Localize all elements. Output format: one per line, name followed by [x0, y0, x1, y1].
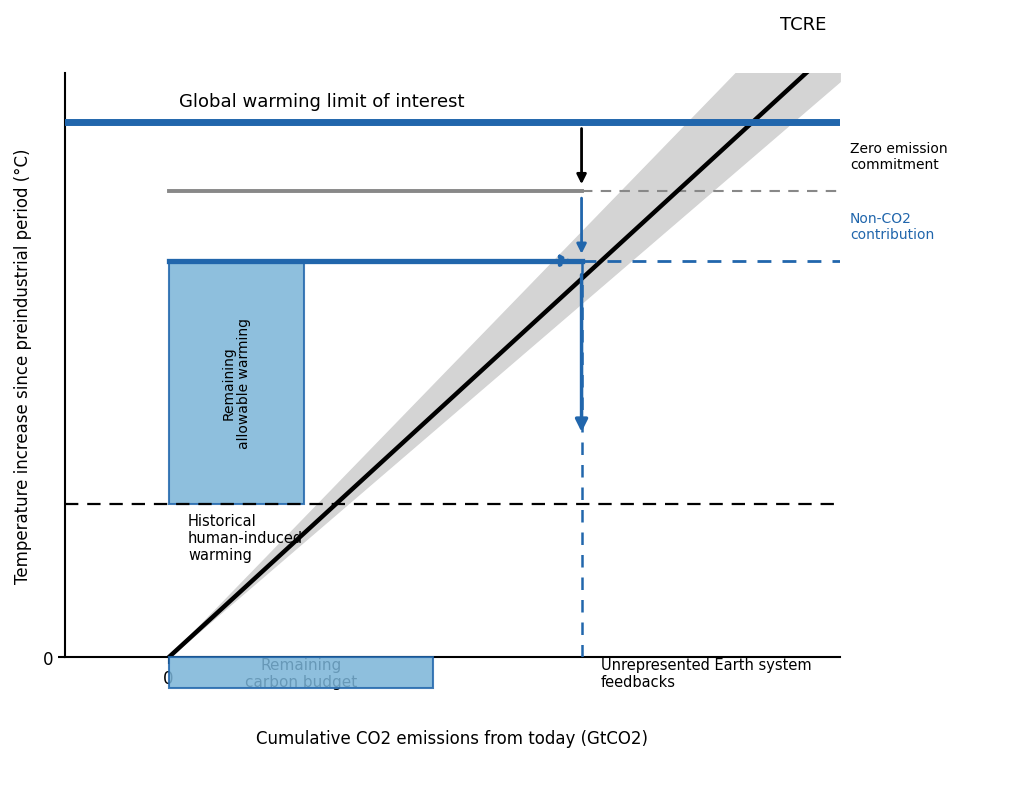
X-axis label: Cumulative CO2 emissions from today (GtCO2): Cumulative CO2 emissions from today (GtC… — [256, 729, 648, 747]
Text: Global warming limit of interest: Global warming limit of interest — [179, 93, 464, 111]
Text: Unrepresented Earth system
feedbacks: Unrepresented Earth system feedbacks — [601, 657, 812, 689]
Text: Historical
human-induced
warming: Historical human-induced warming — [188, 513, 303, 563]
Text: Remaining
carbon budget: Remaining carbon budget — [245, 657, 357, 689]
Bar — [169, 261, 304, 504]
Text: Remaining
allowable warming: Remaining allowable warming — [221, 318, 252, 448]
Y-axis label: Temperature increase since preindustrial period (°C): Temperature increase since preindustrial… — [14, 148, 32, 583]
Text: Zero emission
commitment: Zero emission commitment — [850, 142, 947, 172]
Text: TCRE: TCRE — [780, 16, 826, 34]
Bar — [169, 658, 433, 688]
Text: Non-CO2
contribution: Non-CO2 contribution — [850, 212, 934, 241]
